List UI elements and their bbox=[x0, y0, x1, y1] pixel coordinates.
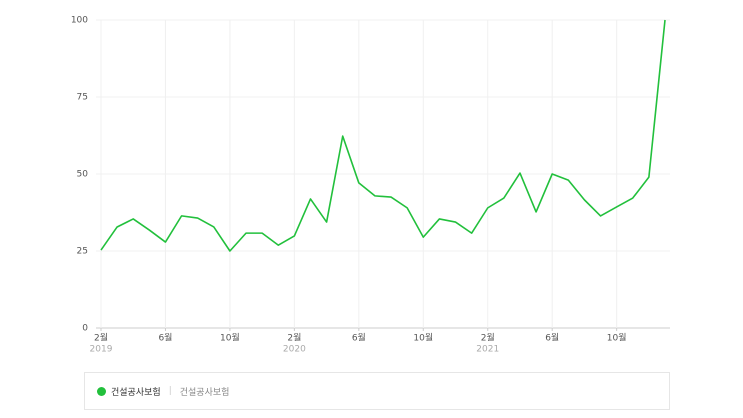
y-tick-label: 75 bbox=[77, 93, 88, 103]
legend-label: 건설공사보험 bbox=[111, 387, 161, 398]
line-series bbox=[100, 19, 666, 252]
x-tick-label: 2월 bbox=[481, 332, 495, 344]
y-tick-label: 25 bbox=[77, 247, 88, 257]
year-label: 2021 bbox=[476, 345, 499, 355]
x-tick-label: 6월 bbox=[158, 332, 172, 344]
x-tick-label: 6월 bbox=[545, 332, 559, 344]
y-tick-label: 50 bbox=[77, 170, 89, 180]
y-tick-label: 100 bbox=[71, 16, 88, 26]
x-tick-label: 6월 bbox=[352, 332, 366, 344]
x-tick-label: 2월 bbox=[287, 332, 301, 344]
legend-marker bbox=[97, 386, 106, 396]
year-label: 2020 bbox=[283, 345, 306, 355]
x-tick-label: 10월 bbox=[607, 332, 627, 344]
legend: 건설공사보험 | 건설공사보험 bbox=[84, 372, 670, 410]
year-label: 2019 bbox=[90, 345, 113, 355]
x-tick-label: 10월 bbox=[413, 332, 433, 344]
x-tick-label: 10월 bbox=[220, 332, 240, 344]
legend-keyword: 건설공사보험 bbox=[179, 387, 230, 398]
legend-separator: | bbox=[168, 386, 172, 396]
y-tick-label: 0 bbox=[82, 324, 88, 334]
x-tick-label: 2월 bbox=[94, 332, 108, 344]
